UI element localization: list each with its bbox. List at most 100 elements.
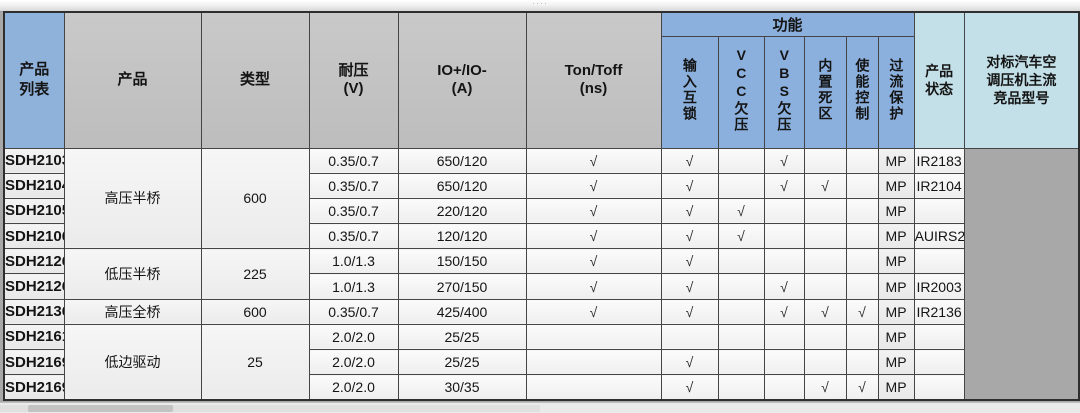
competitor-cell[interactable] [913, 323, 965, 351]
status-cell[interactable]: MP [877, 323, 915, 351]
status-cell[interactable]: MP [877, 223, 915, 250]
ton-toff-cell[interactable]: 650/120 [397, 172, 527, 199]
feature-check-cell[interactable]: √ [525, 197, 662, 225]
feature-check-cell[interactable]: √ [660, 172, 719, 199]
feature-check-cell[interactable] [717, 248, 765, 275]
feature-check-cell[interactable]: √ [660, 248, 719, 275]
feature-check-cell[interactable]: √ [803, 374, 847, 401]
feature-check-cell[interactable]: √ [660, 147, 719, 174]
feature-check-cell[interactable] [717, 323, 765, 351]
feature-check-cell[interactable] [803, 147, 847, 174]
competitor-cell[interactable] [913, 348, 965, 376]
status-cell[interactable]: MP [877, 348, 915, 376]
product-cell[interactable]: SDH2106U [3, 223, 65, 250]
feature-check-cell[interactable] [803, 248, 847, 275]
io-cell[interactable]: 2.0/2.0 [308, 348, 399, 376]
col-header-competitor[interactable]: 对标汽车空调压机主流竞品型号 [963, 11, 1080, 149]
feature-check-cell[interactable]: √ [803, 298, 847, 325]
status-cell[interactable]: MP [877, 147, 915, 174]
feature-check-cell[interactable]: √ [525, 223, 662, 250]
product-cell[interactable]: SDH2103U [3, 147, 65, 174]
ton-toff-cell[interactable]: 425/400 [397, 298, 527, 325]
io-cell[interactable]: 2.0/2.0 [308, 374, 399, 401]
feature-check-cell[interactable] [525, 348, 662, 376]
feature-check-cell[interactable] [717, 348, 765, 376]
ton-toff-cell[interactable]: 30/35 [397, 374, 527, 401]
type-cell[interactable]: 高压全桥 [63, 298, 202, 325]
horizontal-scrollbar[interactable] [0, 402, 1080, 413]
feature-check-cell[interactable] [845, 273, 879, 300]
competitor-cell[interactable]: IR2003 [913, 273, 965, 300]
feature-check-cell[interactable] [803, 223, 847, 250]
status-cell[interactable]: MP [877, 172, 915, 199]
ton-toff-cell[interactable]: 650/120 [397, 147, 527, 174]
col-header-vbs-uvlo[interactable]: VBS欠压 [763, 35, 805, 149]
col-header-function-group[interactable]: 功能 [660, 11, 915, 37]
feature-check-cell[interactable] [717, 298, 765, 325]
product-cell[interactable]: SDH2136U [3, 298, 65, 325]
feature-check-cell[interactable]: √ [660, 348, 719, 376]
feature-check-cell[interactable]: √ [717, 223, 765, 250]
feature-check-cell[interactable]: √ [525, 147, 662, 174]
feature-check-cell[interactable] [525, 323, 662, 351]
feature-check-cell[interactable] [763, 323, 805, 351]
feature-check-cell[interactable] [803, 273, 847, 300]
feature-check-cell[interactable]: √ [845, 374, 879, 401]
competitor-cell[interactable] [913, 248, 965, 275]
competitor-cell[interactable]: AUIRS2181S [913, 223, 965, 250]
feature-check-cell[interactable]: √ [660, 374, 719, 401]
col-header-status[interactable]: 产品 状态 [913, 11, 965, 149]
product-cell[interactable]: SDH21697 [3, 348, 65, 376]
competitor-cell[interactable] [913, 374, 965, 401]
product-cell[interactable]: SDH2105U [3, 197, 65, 225]
product-cell[interactable]: SDH21695 [3, 374, 65, 401]
col-header-ton-toff[interactable]: Ton/Toff (ns) [525, 11, 662, 149]
feature-check-cell[interactable] [763, 248, 805, 275]
col-header-product[interactable]: 产品 [63, 11, 202, 149]
scrollbar-track[interactable] [0, 405, 540, 412]
feature-check-cell[interactable] [717, 374, 765, 401]
status-cell[interactable]: MP [877, 298, 915, 325]
product-cell[interactable]: SDH21263 [3, 273, 65, 300]
product-cell[interactable]: SDH21617 [3, 323, 65, 351]
feature-check-cell[interactable]: √ [763, 172, 805, 199]
ton-toff-cell[interactable]: 25/25 [397, 348, 527, 376]
feature-check-cell[interactable] [717, 172, 765, 199]
io-cell[interactable]: 1.0/1.3 [308, 248, 399, 275]
competitor-cell[interactable]: IR2136 [913, 298, 965, 325]
feature-check-cell[interactable]: √ [525, 298, 662, 325]
io-cell[interactable]: 0.35/0.7 [308, 197, 399, 225]
feature-check-cell[interactable]: √ [525, 273, 662, 300]
feature-check-cell[interactable]: √ [660, 197, 719, 225]
type-cell[interactable]: 低压半桥 [63, 248, 202, 300]
product-cell[interactable]: SDH2104U [3, 172, 65, 199]
io-cell[interactable]: 0.35/0.7 [308, 223, 399, 250]
resize-handle-dots[interactable]: ···· [532, 0, 548, 8]
col-header-vcc-uvlo[interactable]: VCC欠压 [717, 35, 765, 149]
feature-check-cell[interactable] [660, 323, 719, 351]
col-header-input-interlock[interactable]: 输入互锁 [660, 35, 719, 149]
ton-toff-cell[interactable]: 220/120 [397, 197, 527, 225]
col-header-enable[interactable]: 使能控制 [845, 35, 879, 149]
feature-check-cell[interactable] [763, 374, 805, 401]
io-cell[interactable]: 1.0/1.3 [308, 273, 399, 300]
voltage-cell[interactable]: 600 [200, 147, 310, 250]
feature-check-cell[interactable] [763, 197, 805, 225]
feature-check-cell[interactable] [803, 197, 847, 225]
feature-check-cell[interactable]: √ [763, 273, 805, 300]
feature-check-cell[interactable]: √ [660, 223, 719, 250]
feature-check-cell[interactable]: √ [803, 172, 847, 199]
feature-check-cell[interactable] [717, 273, 765, 300]
voltage-cell[interactable]: 25 [200, 323, 310, 401]
ton-toff-cell[interactable]: 270/150 [397, 273, 527, 300]
col-header-io[interactable]: IO+/IO- (A) [397, 11, 527, 149]
status-cell[interactable]: MP [877, 374, 915, 401]
feature-check-cell[interactable] [845, 172, 879, 199]
competitor-cell[interactable] [913, 197, 965, 225]
io-cell[interactable]: 2.0/2.0 [308, 323, 399, 351]
col-header-voltage[interactable]: 耐压 (V) [308, 11, 399, 149]
feature-check-cell[interactable]: √ [660, 298, 719, 325]
feature-check-cell[interactable] [763, 223, 805, 250]
feature-check-cell[interactable] [845, 248, 879, 275]
feature-check-cell[interactable]: √ [525, 248, 662, 275]
